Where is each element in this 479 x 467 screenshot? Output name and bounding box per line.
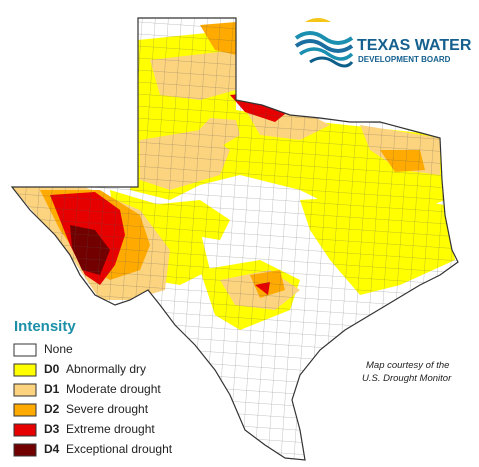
logo-line1: TEXAS WATER (357, 37, 472, 54)
legend-label: None (44, 342, 73, 356)
legend-code: D0 (44, 362, 60, 376)
legend-code: D2 (44, 402, 60, 416)
legend-swatch (13, 403, 37, 417)
legend-swatch (13, 443, 37, 457)
legend-swatch (13, 423, 37, 437)
legend-label: Abnormally dry (66, 362, 146, 376)
legend: None D0 Abnormally dry D1 Moderate drought D2… (13, 342, 173, 457)
legend-code: D3 (44, 422, 60, 436)
legend-swatch (13, 343, 37, 357)
legend-swatch (13, 383, 37, 397)
legend-label: Extreme drought (66, 422, 155, 436)
logo: TEXAS WATER DEVELOPMENT BOARD (294, 18, 472, 68)
legend-code: D1 (44, 382, 60, 396)
legend-label: Exceptional drought (66, 442, 173, 456)
legend-title: Intensity (14, 318, 76, 335)
credit-line2: U.S. Drought Monitor (362, 373, 452, 384)
legend-swatch (13, 363, 37, 377)
legend-label: Severe drought (66, 402, 149, 416)
legend-code: D4 (44, 442, 60, 456)
state-outline (10, 17, 459, 461)
legend-label: Moderate drought (66, 382, 161, 396)
credit-line1: Map courtesy of the (366, 360, 449, 371)
logo-line2: DEVELOPMENT BOARD (358, 55, 451, 64)
